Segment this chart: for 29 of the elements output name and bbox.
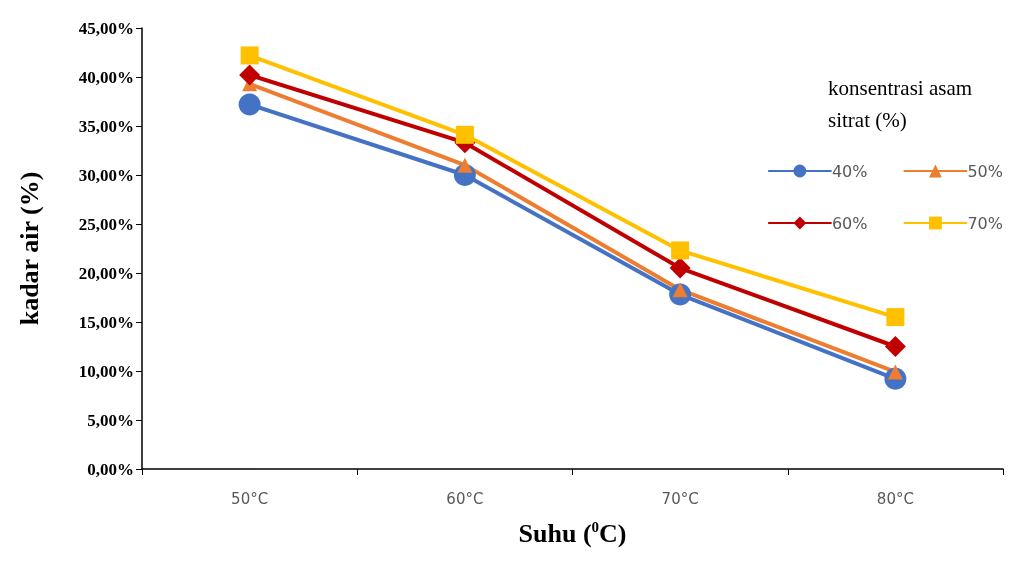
legend-label: 70%: [967, 213, 1003, 233]
legend-label: 40%: [831, 161, 868, 181]
y-tick-label: 15,00%: [78, 312, 134, 332]
y-tick-label: 0,00%: [87, 459, 134, 479]
point: [240, 46, 259, 65]
point: [455, 125, 474, 144]
legend-label: 60%: [831, 213, 868, 233]
x-tick-label: 80°C: [876, 489, 914, 508]
x-tick-label: 70°C: [661, 489, 699, 508]
y-axis-title: kadar air (%): [14, 171, 44, 326]
y-tick-label: 5,00%: [87, 410, 134, 430]
y-tick-label: 40,00%: [78, 67, 134, 87]
x-tick-label: 60°C: [446, 489, 484, 508]
y-tick-label: 35,00%: [78, 116, 134, 136]
y-tick-label: 30,00%: [78, 165, 134, 185]
point: [239, 64, 261, 86]
point: [457, 157, 473, 173]
y-tick-label: 25,00%: [78, 214, 134, 234]
legend-title: konsentrasi asam sitrat (%): [828, 76, 978, 132]
point: [884, 336, 906, 357]
y-tick-label: 10,00%: [78, 361, 134, 381]
point: [671, 241, 690, 260]
legend-label: 50%: [967, 161, 1003, 181]
point: [886, 308, 905, 327]
x-tick-label: 50°C: [231, 489, 269, 508]
point: [238, 93, 261, 116]
y-tick-label: 20,00%: [78, 263, 134, 283]
point: [669, 257, 691, 279]
y-tick-label: 45,00%: [78, 18, 134, 38]
